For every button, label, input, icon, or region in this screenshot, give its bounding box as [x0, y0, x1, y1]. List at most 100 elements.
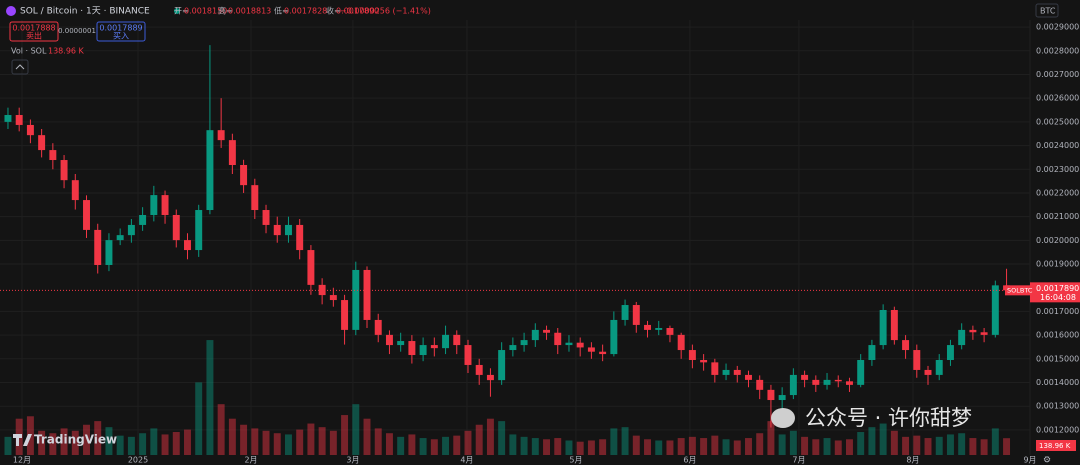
- candle-body: [543, 329, 551, 333]
- price-tag: [1030, 282, 1080, 303]
- volume-bar: [655, 440, 663, 455]
- candle-body: [845, 381, 853, 385]
- volume-bar: [610, 428, 618, 455]
- volume-bar: [116, 435, 124, 455]
- volume-bar: [318, 427, 326, 455]
- buy-price: 0.0017889: [99, 24, 142, 33]
- volume-bar: [621, 427, 629, 455]
- candle-body: [251, 185, 259, 211]
- candle-body: [913, 350, 921, 370]
- candle-body: [397, 341, 405, 346]
- candle-body: [83, 200, 90, 230]
- y-tick-label: 0.0019000: [1036, 260, 1079, 269]
- x-tick-label: 3月: [346, 456, 359, 465]
- volume-bar: [845, 439, 853, 455]
- y-tick-label: 0.0027000: [1036, 70, 1079, 79]
- volume-bar: [632, 435, 640, 455]
- volume-bar: [408, 434, 416, 455]
- symbol-icon: [6, 6, 16, 16]
- volume-bar: [341, 415, 349, 455]
- x-tick-label: 5月: [569, 456, 582, 465]
- volume-bar: [733, 440, 741, 455]
- currency-box[interactable]: [1035, 3, 1059, 18]
- ohlc-value: 0.0017828: [284, 7, 327, 16]
- candle-body: [778, 395, 786, 401]
- candle-body: [206, 130, 214, 211]
- candle-body: [644, 324, 651, 330]
- y-tick-label: 0.0015000: [1036, 354, 1079, 363]
- buy-button[interactable]: [96, 21, 146, 42]
- volume-bar: [329, 430, 337, 455]
- volume-tag-label: 138.96 K: [1039, 442, 1071, 450]
- volume-bar: [251, 428, 259, 455]
- volume-bar: [273, 433, 281, 455]
- watermark-logo: [13, 434, 32, 446]
- y-tick-label: 0.0024000: [1036, 141, 1079, 150]
- candle-body: [352, 269, 360, 330]
- currency: BTC: [1040, 7, 1056, 16]
- collapse-button[interactable]: [11, 59, 29, 75]
- candle-body: [946, 345, 954, 360]
- candle-body: [722, 369, 730, 375]
- volume-bar: [374, 428, 382, 455]
- candle-body: [419, 345, 427, 356]
- volume-bar: [700, 438, 708, 455]
- volume-bar: [587, 440, 595, 455]
- candle-body: [374, 319, 382, 335]
- candle-body: [363, 269, 371, 320]
- y-tick-label: 0.0016000: [1036, 331, 1079, 340]
- volume-bar: [71, 430, 79, 455]
- x-tick-label: 8月: [906, 456, 919, 465]
- candle-body: [879, 310, 887, 346]
- candle-body: [217, 130, 225, 141]
- candle-body: [868, 345, 876, 360]
- price-tag-price: 0.0017890: [1036, 284, 1079, 293]
- x-tick-label: 6月: [683, 456, 696, 465]
- volume-bar: [397, 436, 405, 455]
- candle-body: [632, 305, 640, 325]
- volume-bar: [228, 418, 236, 455]
- candle-body: [823, 379, 831, 385]
- ohlc-value: 0.0017890: [336, 7, 379, 16]
- volume-bar: [677, 438, 685, 455]
- candle-body: [767, 389, 775, 401]
- market-status: [174, 8, 180, 14]
- candle-body: [700, 359, 708, 363]
- candle-body: [565, 342, 573, 346]
- candle-body: [991, 285, 999, 335]
- volume-bar: [767, 421, 775, 455]
- volume-bar: [385, 433, 393, 455]
- settings-icon[interactable]: ⚙: [1043, 456, 1051, 465]
- candle-body: [228, 140, 236, 165]
- volume-bar: [756, 433, 764, 455]
- sell-button[interactable]: [9, 21, 59, 42]
- candle-body: [15, 115, 23, 125]
- symbol-title: SOL / Bitcoin · 1天 · BINANCE: [20, 7, 150, 17]
- volume-bar: [161, 434, 169, 455]
- candle-body: [262, 210, 270, 225]
- candle-body: [296, 224, 304, 251]
- volume-bar: [879, 423, 887, 455]
- candle-body: [587, 347, 595, 352]
- volume-bar: [868, 427, 876, 455]
- watermark: TradingView: [34, 433, 117, 447]
- symbol-tag: [1005, 285, 1032, 296]
- x-tick-label: 12月: [13, 456, 31, 465]
- candle-body: [161, 195, 169, 215]
- volume-bar: [217, 404, 225, 455]
- volume-bar: [498, 421, 506, 455]
- candle-body: [464, 345, 472, 365]
- ohlc-value: 0.0018150: [184, 7, 227, 16]
- volume-bar: [206, 340, 214, 455]
- candle-body: [184, 240, 191, 251]
- volume-bar: [60, 428, 68, 455]
- candle-body: [935, 359, 943, 375]
- volume-bar: [509, 434, 517, 455]
- volume-bar: [688, 436, 696, 455]
- volume-bar: [486, 418, 494, 455]
- volume-bar: [430, 439, 438, 455]
- volume-bar: [812, 439, 820, 455]
- volume-bar: [38, 430, 46, 455]
- x-tick-label: 2月: [244, 456, 257, 465]
